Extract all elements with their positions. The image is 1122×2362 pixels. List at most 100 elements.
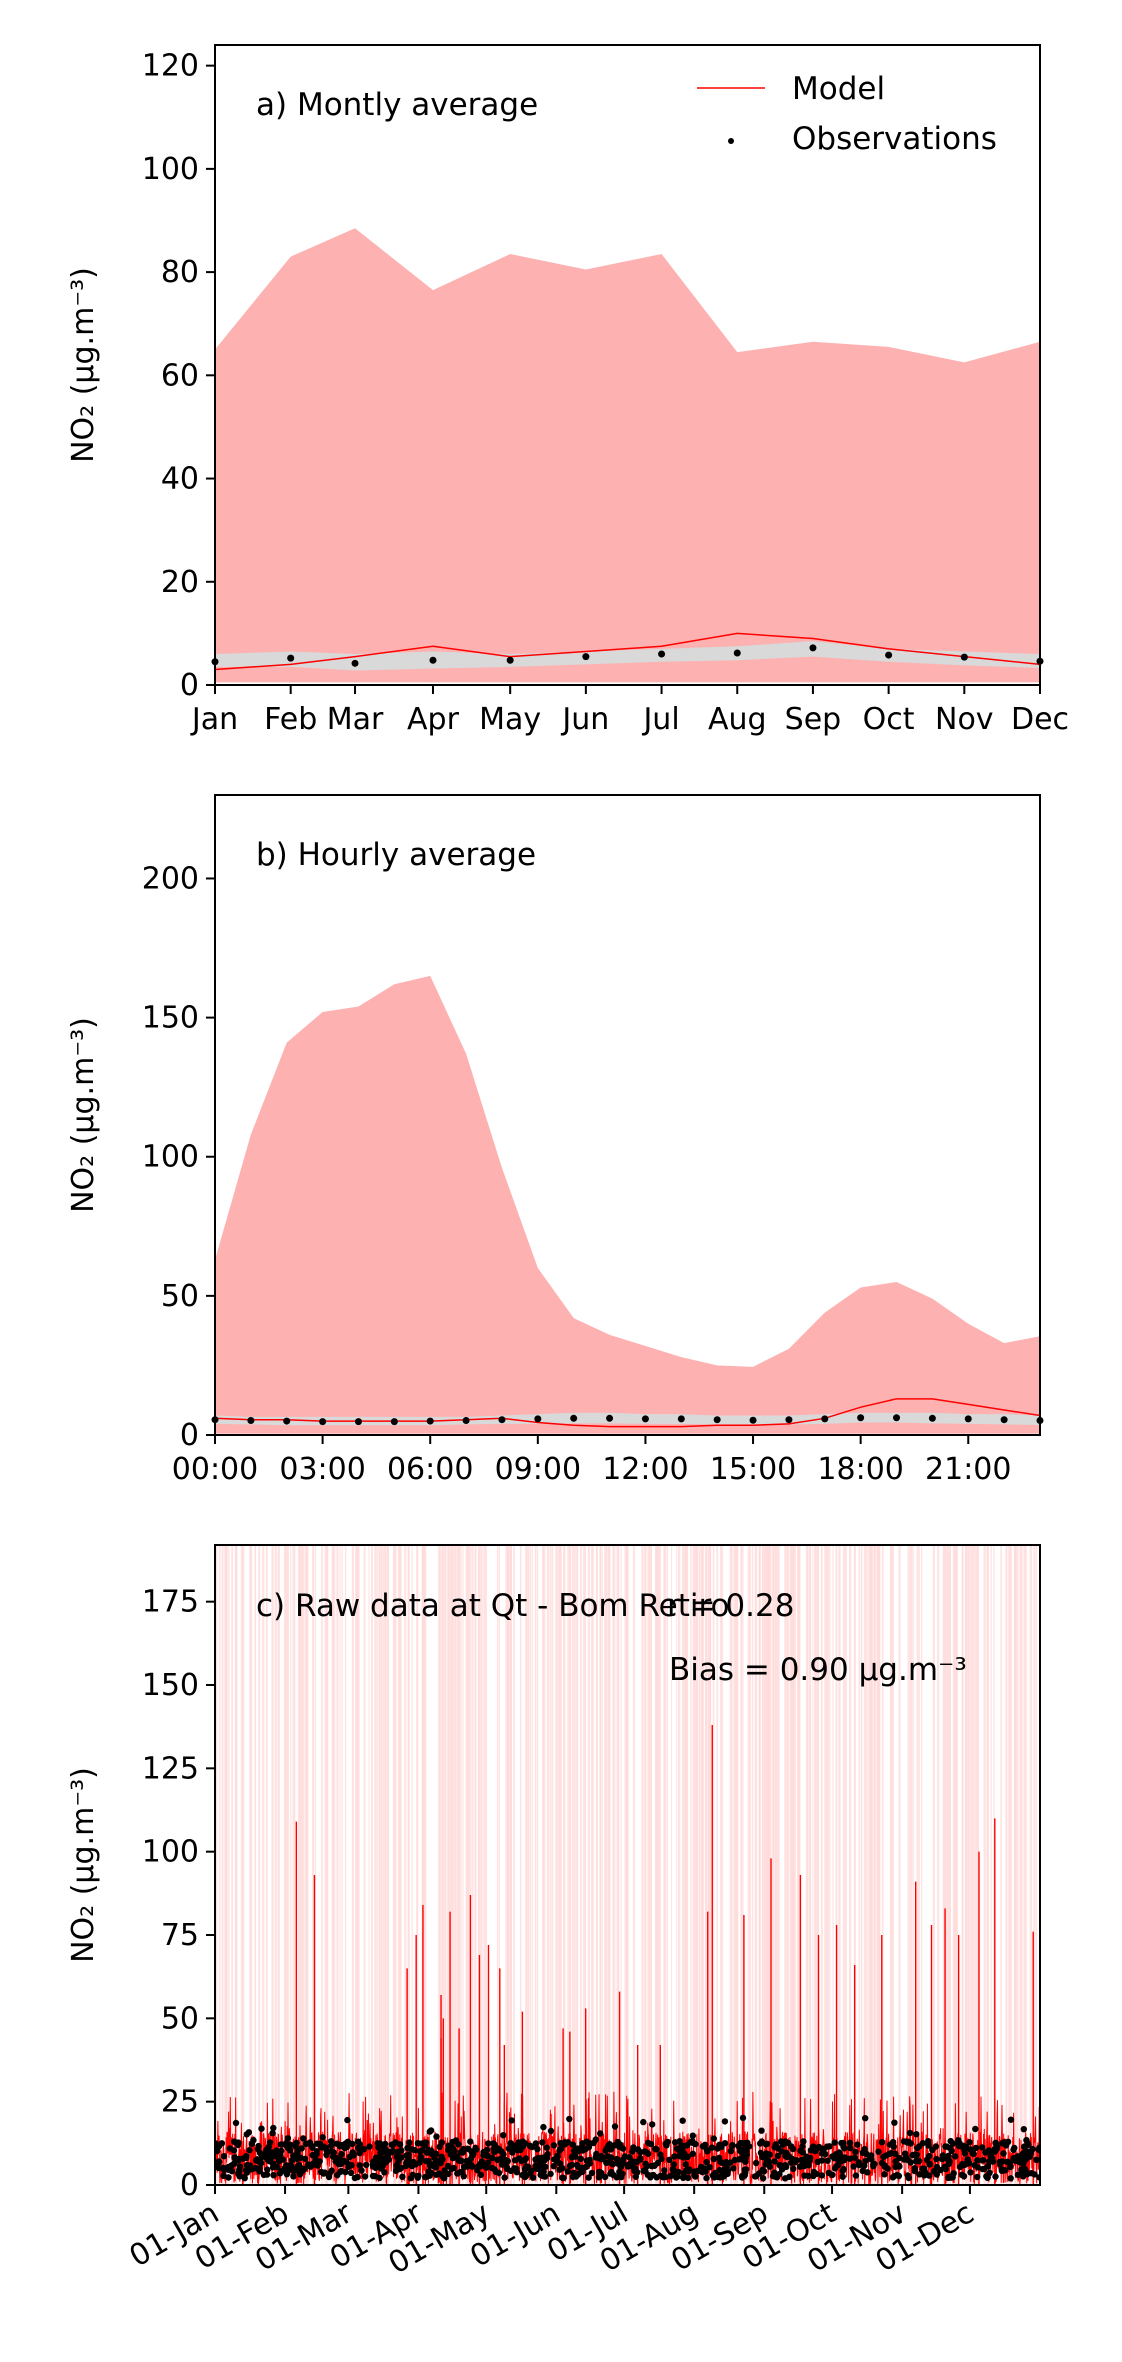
panel-c-observation-point (231, 2138, 238, 2145)
panel-c-observation-point (417, 2154, 424, 2161)
panel-b-observation-point (641, 1415, 649, 1423)
panel-c-observation-point (793, 2157, 800, 2164)
panel-c-ytick-label: 50 (161, 2001, 199, 2036)
panel-a-observation-point (351, 659, 359, 667)
panel-c-observation-point (372, 2154, 380, 2161)
panel-c-observation-point (309, 2144, 316, 2151)
panel-c-observation-point (557, 2160, 564, 2167)
panel-c-observation-point (855, 2159, 862, 2166)
panel-c-observation-point (392, 2167, 400, 2175)
panel-c-observation-point (585, 2174, 592, 2181)
panel-c-observation-point (913, 2131, 920, 2138)
panel-c-observation-point (505, 2145, 513, 2152)
panel-c-observation-point (557, 2140, 564, 2147)
panel-c-observation-point (950, 2170, 957, 2177)
panel-c-observation-point (633, 2158, 640, 2166)
panel-c-observation-point (990, 2148, 997, 2155)
panel-c-observation-point (841, 2145, 848, 2152)
panel-c-observation-point (763, 2160, 770, 2167)
panel-c-observation-point (859, 2167, 866, 2175)
legend-observations-swatch (728, 138, 734, 144)
panel-b-ytick-label: 200 (142, 861, 199, 896)
panel-c-observation-point (396, 2141, 404, 2148)
panel-c-observation-point (550, 2142, 558, 2149)
panel-c-observation-point (344, 2116, 351, 2124)
panel-a-model-band (215, 228, 1040, 683)
panel-c-observation-point (972, 2125, 979, 2133)
panel-c-observation-point (772, 2173, 780, 2180)
panel-c-observation-point (649, 2121, 656, 2128)
panel-c-observation-point (774, 2152, 782, 2160)
panel-a-monthly-average: 0 20 40 60 80 100 120 Jan Feb Mar Apr May Jun Jul Aug… (66, 44, 1069, 737)
panel-a-frame (214, 44, 1041, 686)
panel-c-observation-point (661, 2167, 668, 2174)
panel-c-observation-point (625, 2161, 632, 2168)
panel-c-observation-point (445, 2146, 452, 2154)
panel-c-observation-point (699, 2143, 707, 2150)
panel-c-observation-point (758, 2127, 765, 2134)
panel-c-observation-point (945, 2160, 953, 2167)
panel-c-observation-point (886, 2141, 894, 2148)
panel-c-observation-point (306, 2139, 314, 2146)
panel-a-observation-point (287, 654, 295, 662)
panel-c-observation-point (320, 2170, 327, 2177)
panel-a-ytick-label: 40 (161, 462, 199, 497)
panel-c-observation-point (1007, 2175, 1014, 2182)
panel-c-observation-point (972, 2144, 980, 2152)
panel-b-plot-area (211, 975, 1044, 1434)
panel-c-observation-point (675, 2168, 682, 2175)
panel-c-observation-point (290, 2173, 297, 2180)
panel-c-observation-point (544, 2150, 551, 2158)
panel-c-observation-point (967, 2169, 974, 2176)
panel-c-observation-point (875, 2148, 882, 2155)
panel-c-observation-point (388, 2149, 396, 2156)
panel-c-observation-point (472, 2144, 479, 2152)
panel-a-y-label: NO₂ (μg.m⁻³) (66, 267, 101, 463)
panel-c-observation-point (657, 2151, 664, 2158)
panel-c-observation-point (226, 2145, 233, 2152)
panel-c-observation-point (583, 2138, 590, 2145)
panel-c-observation-point (522, 2155, 530, 2162)
panel-a-observations-band (215, 641, 1040, 671)
panel-c-observation-point (328, 2142, 335, 2149)
panel-c-observation-point (947, 2137, 954, 2145)
panel-c-observation-point (818, 2150, 826, 2157)
panel-b-ytick-label: 150 (142, 1001, 199, 1036)
panel-c-observation-point (588, 2169, 596, 2177)
panel-c-observation-point (610, 2172, 617, 2179)
panel-c-observation-point (852, 2148, 859, 2155)
panel-c-ytick-label: 100 (142, 1835, 199, 1870)
panel-a-xtick-label: Jun (560, 702, 609, 737)
panel-c-observation-point (831, 2139, 838, 2146)
panel-c-observation-point (405, 2154, 412, 2161)
panel-c-observation-point (460, 2163, 468, 2171)
panel-c-observation-point (609, 2161, 616, 2168)
panel-b-observation-point (785, 1416, 793, 1424)
panel-c-observation-point (739, 2114, 747, 2122)
panel-c-observation-point (489, 2154, 496, 2162)
panel-c-observation-point (1000, 2150, 1007, 2157)
panel-c-observation-point (721, 2172, 728, 2180)
panel-c-observation-point (647, 2174, 654, 2181)
panel-c-observation-point (955, 2142, 963, 2150)
panel-c-observation-point (952, 2153, 959, 2160)
panel-c-observation-point (942, 2165, 949, 2173)
panel-a-observation-point (733, 649, 741, 657)
panel-c-observation-point (256, 2165, 263, 2172)
panel-c-observation-point (296, 2171, 304, 2178)
panel-c-observation-point (895, 2162, 902, 2169)
panel-c-observation-point (721, 2118, 729, 2125)
panel-a-xtick-label: Aug (708, 702, 767, 737)
panel-c-observation-point (1001, 2167, 1009, 2174)
panel-c-observation-point (912, 2151, 919, 2158)
panel-c-observation-point (634, 2146, 642, 2153)
panel-c-observation-point (398, 2147, 405, 2154)
panel-b-observation-point (570, 1414, 578, 1422)
panel-c-observation-point (540, 2154, 547, 2161)
panel-c-observation-point (412, 2161, 419, 2168)
panel-b-model-band (215, 975, 1040, 1434)
panel-c-ytick-label: 0 (180, 2168, 199, 2203)
panel-a-observation-point (658, 650, 666, 658)
panel-c-observation-point (598, 2169, 605, 2177)
panel-c-observation-point (441, 2175, 448, 2182)
